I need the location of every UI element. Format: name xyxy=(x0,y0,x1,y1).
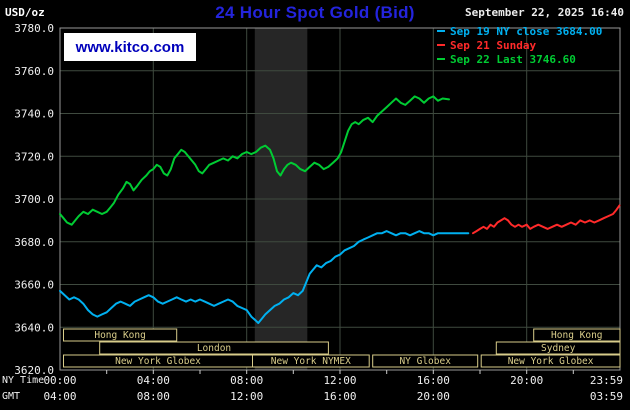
y-axis-label: 3640.0 xyxy=(14,321,54,334)
x-axis-label-ny: 12:00 xyxy=(323,374,356,387)
x-axis-label-ny: 04:00 xyxy=(137,374,170,387)
session-box xyxy=(252,354,370,368)
x-axis-label-gmt: 20:00 xyxy=(417,390,450,403)
legend: Sep 19 NY close 3684.00 Sep 21 Sunday Se… xyxy=(437,24,602,66)
legend-dash-icon xyxy=(437,58,445,60)
x-axis-label-ny: 23:59 xyxy=(590,374,623,387)
x-axis-label-ny: 16:00 xyxy=(417,374,450,387)
series-line-sep22 xyxy=(59,95,450,226)
x-axis-label-ny: 00:00 xyxy=(43,374,76,387)
session-box xyxy=(372,354,479,368)
session-label: New York Globex xyxy=(508,356,594,367)
series-line-sep19 xyxy=(59,230,470,324)
gmt-axis-title: GMT xyxy=(2,391,20,402)
session-box xyxy=(495,341,621,355)
y-axis-label: 3620.0 xyxy=(14,364,54,377)
legend-dash-icon xyxy=(437,30,445,32)
session-label: New York Globex xyxy=(115,356,201,367)
session-label: NY Globex xyxy=(399,356,451,367)
x-axis-label-ny: 08:00 xyxy=(230,374,263,387)
legend-label-sep22: Sep 22 Last 3746.60 xyxy=(450,52,576,66)
session-box xyxy=(99,341,329,355)
session-label: Sydney xyxy=(541,343,576,354)
chart-title: 24 Hour Spot Gold (Bid) xyxy=(215,3,415,22)
x-axis-label-ny: 20:00 xyxy=(510,374,543,387)
session-label: London xyxy=(197,343,231,354)
kitco-watermark-link[interactable]: www.kitco.com xyxy=(64,33,196,61)
legend-item-sep22: Sep 22 Last 3746.60 xyxy=(437,52,602,66)
y-axis-label: 3720.0 xyxy=(14,150,54,163)
datetime-label: September 22, 2025 16:40 xyxy=(465,6,624,19)
x-axis-label-gmt: 12:00 xyxy=(230,390,263,403)
session-label: New York NYMEX xyxy=(271,356,351,367)
session-label: Hong Kong xyxy=(551,330,602,341)
legend-dash-icon xyxy=(437,44,445,46)
session-box xyxy=(63,328,178,342)
y-axis-label: 3660.0 xyxy=(14,279,54,292)
price-units-label: USD/oz xyxy=(5,6,45,19)
ny-time-axis-title: NY Time xyxy=(2,375,44,386)
series-line-sep21 xyxy=(472,204,621,235)
x-axis-label-gmt: 08:00 xyxy=(137,390,170,403)
legend-item-sep19: Sep 19 NY close 3684.00 xyxy=(437,24,602,38)
legend-label-sep19: Sep 19 NY close 3684.00 xyxy=(450,24,603,38)
legend-label-sep21: Sep 21 Sunday xyxy=(450,38,537,52)
session-box xyxy=(480,354,621,368)
x-axis-label-gmt: 04:00 xyxy=(43,390,76,403)
x-axis-label-gmt: 16:00 xyxy=(323,390,356,403)
y-axis-label: 3680.0 xyxy=(14,236,54,249)
x-axis-label-gmt: 03:59 xyxy=(590,390,623,403)
y-axis-label: 3780.0 xyxy=(14,22,54,35)
session-label: Hong Kong xyxy=(94,330,145,341)
legend-item-sep21: Sep 21 Sunday xyxy=(437,38,602,52)
y-axis-label: 3740.0 xyxy=(14,108,54,121)
y-axis-label: 3700.0 xyxy=(14,193,54,206)
session-box xyxy=(533,328,621,342)
y-axis-label: 3760.0 xyxy=(14,65,54,78)
